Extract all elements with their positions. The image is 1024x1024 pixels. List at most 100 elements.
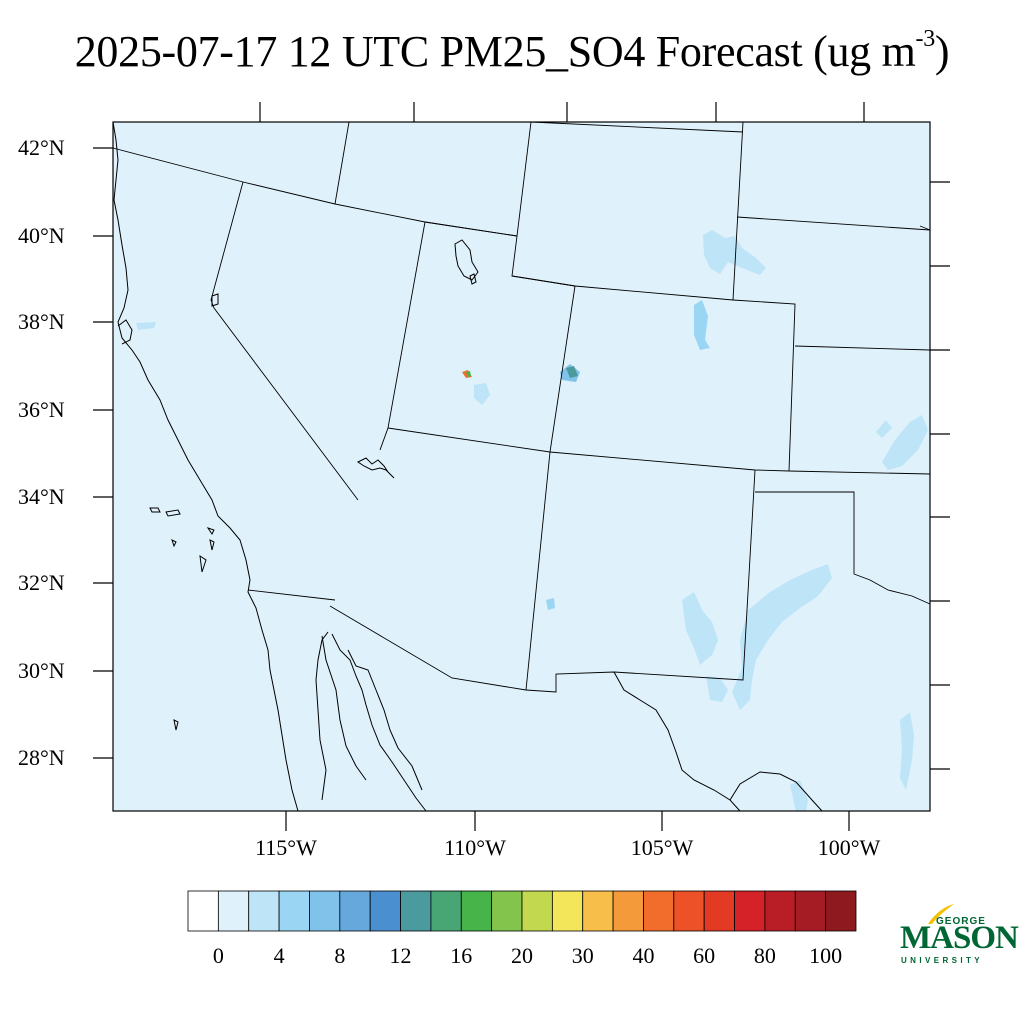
colorbar-swatch <box>643 890 675 932</box>
island-6 <box>199 554 207 573</box>
colorbar-swatch <box>734 890 766 932</box>
coast-gulf-west <box>315 631 329 801</box>
island-3 <box>206 527 215 535</box>
coast-baja-east <box>347 649 423 791</box>
colorbar-swatch <box>521 890 553 932</box>
patch-nm-2 <box>682 592 718 665</box>
colorbar-swatch <box>187 890 219 932</box>
border-mt-north <box>530 121 744 133</box>
colorbar-swatch <box>248 890 280 932</box>
colorbar-swatch <box>794 890 827 932</box>
lat-label-28: 28°N <box>18 745 65 770</box>
patch-texas-2 <box>790 780 808 811</box>
colorbar-label: 0 <box>212 943 224 968</box>
patch-colorado-3 <box>566 366 578 378</box>
map-title: 2025-07-17 12 UTC PM25_SO4 Forecast (ug … <box>74 26 950 76</box>
lat-label-32: 32°N <box>18 570 65 595</box>
patch-ca <box>136 322 156 330</box>
patch-kansas <box>882 415 928 470</box>
border-nm-tx <box>525 469 756 693</box>
lon-label-105: 105°W <box>630 835 694 860</box>
colorbar-swatch <box>825 890 857 932</box>
island-7 <box>173 719 179 731</box>
colorbar-label: 100 <box>809 943 843 968</box>
tick-marks <box>93 102 950 831</box>
patch-nm-3 <box>706 676 728 702</box>
lat-label-34: 34°N <box>18 484 65 509</box>
colorbar-swatch <box>673 890 705 932</box>
colorbar-swatch <box>309 890 341 932</box>
patch-colorado-1 <box>694 300 710 350</box>
colorbar-label: 60 <box>693 943 716 968</box>
colorbar-label: 16 <box>450 943 473 968</box>
lat-label-36: 36°N <box>18 397 65 422</box>
colorbar-label: 40 <box>632 943 655 968</box>
colorbar-label: 30 <box>571 943 594 968</box>
border-ne-ks-east <box>919 225 931 231</box>
colorbar-swatch <box>339 890 371 932</box>
border-ne-ks <box>794 345 931 351</box>
lon-label-110: 110°W <box>444 835 506 860</box>
map-background <box>113 122 930 811</box>
lon-label-100: 100°W <box>817 835 881 860</box>
patch-az <box>546 598 555 610</box>
border-wy-east <box>732 121 744 301</box>
colorbar-swatch <box>430 890 462 932</box>
colorbar-swatch <box>460 890 493 932</box>
concentration-patches <box>136 230 928 811</box>
gmu-swoosh-icon <box>928 904 954 924</box>
island-4 <box>171 539 177 548</box>
colorbar-swatch <box>491 890 523 932</box>
colorbar-swatch <box>369 890 401 932</box>
border-ks-ok <box>788 470 931 475</box>
island-5 <box>209 539 215 551</box>
coast-sonora <box>321 635 367 781</box>
island-2 <box>165 509 181 517</box>
colorbar-swatch <box>217 890 250 932</box>
patch-utah-1 <box>474 383 490 405</box>
border-az-mexico <box>329 605 527 691</box>
coastlines <box>112 121 823 812</box>
lon-label-115: 115°W <box>255 835 317 860</box>
border-wy-west <box>516 121 532 237</box>
map-frame <box>112 121 931 812</box>
colorbar-swatch <box>551 890 584 932</box>
colorbar-swatch <box>703 890 735 932</box>
border-ne-co <box>732 299 796 472</box>
lat-label-40: 40°N <box>18 223 65 248</box>
state-borders <box>112 121 931 693</box>
patch-nm-1 <box>732 564 832 710</box>
patch-texas <box>900 712 914 790</box>
colorbar-swatch <box>582 890 614 932</box>
lat-label-38: 38°N <box>18 309 65 334</box>
gmu-logo: GEORGE MASON UNIVERSITY <box>898 902 1019 968</box>
border-co-nm <box>387 427 790 472</box>
colorbar-swatch <box>612 890 644 932</box>
lat-label-42: 42°N <box>18 135 65 160</box>
colorbar-swatch <box>278 890 310 932</box>
border-sd-ne <box>736 216 931 231</box>
coast-california <box>112 121 299 812</box>
rio-grande <box>613 671 823 812</box>
lake-utah <box>469 273 477 285</box>
colorbar-label: 80 <box>753 943 776 968</box>
colorbar-swatch <box>764 890 796 932</box>
patch-utah-hot-2 <box>466 371 471 377</box>
colorbar-label: 8 <box>334 943 346 968</box>
border-mexico-ca <box>247 589 336 601</box>
patch-wyoming <box>703 230 766 275</box>
sf-bay <box>117 319 133 345</box>
colorbar-label: 12 <box>389 943 412 968</box>
lat-label-30: 30°N <box>18 658 65 683</box>
border-az-nm <box>525 451 551 691</box>
border-id-nv <box>334 121 350 205</box>
colorbar-label: 4 <box>273 943 285 968</box>
colorbar-label: 20 <box>511 943 533 968</box>
lake-tahoe <box>211 293 219 307</box>
coast-gulf-east <box>331 633 427 812</box>
patch-kansas-2 <box>876 420 892 438</box>
island-1 <box>149 507 161 513</box>
border-ok-tx <box>755 491 931 605</box>
